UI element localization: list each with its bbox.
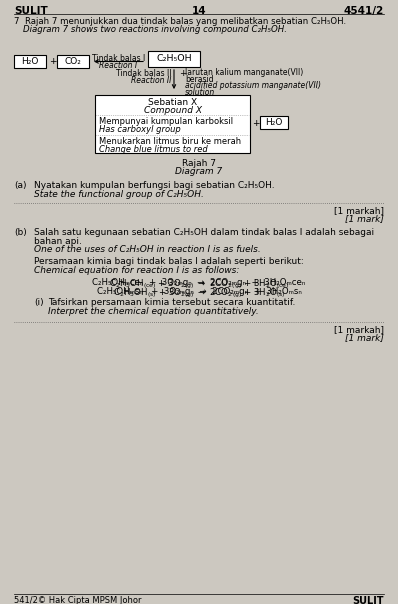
Text: 7  Rajah 7 menunjukkan dua tindak balas yang melibatkan sebatian C₂H₅OH.: 7 Rajah 7 menunjukkan dua tindak balas y… [14,17,346,26]
Text: larutan kalium manganate(VII): larutan kalium manganate(VII) [185,68,303,77]
Text: [1 markah]: [1 markah] [334,325,384,334]
Text: +: + [252,119,259,128]
Text: C$_2$H$_5$OH$_\mathrm{(ce)}$ + 3O$_2$$_\mathrm{(g)}$ $\rightarrow$ 2CO$_2$$_\mat: C$_2$H$_5$OH$_\mathrm{(ce)}$ + 3O$_2$$_\… [109,278,289,291]
Text: (b): (b) [14,228,27,237]
Text: 4541/2: 4541/2 [344,6,384,16]
Text: [1 mark]: [1 mark] [345,214,384,223]
Text: +: + [49,57,57,66]
FancyBboxPatch shape [95,95,250,153]
Text: (a): (a) [14,181,27,190]
Text: Has carboxyl group: Has carboxyl group [99,125,181,134]
Text: Salah satu kegunaan sebatian C₂H₅OH dalam tindak balas I adalah sebagai: Salah satu kegunaan sebatian C₂H₅OH dala… [34,228,374,237]
Text: Tafsirkan persamaan kimia tersebut secara kuantitatif.: Tafsirkan persamaan kimia tersebut secar… [48,298,295,307]
Text: H₂O: H₂O [265,118,283,127]
Text: C$_2$H$_5$OH$_\mathrm{(s)}$ + 3O$_2$$_\mathrm{(g)}$ $\rightarrow$ 2CO$_2$$_\math: C$_2$H$_5$OH$_\mathrm{(s)}$ + 3O$_2$$_\m… [113,287,285,300]
Text: One of the uses of C₂H₅OH in reaction I is as fuels.: One of the uses of C₂H₅OH in reaction I … [34,245,261,254]
Text: Menukarkan litmus biru ke merah: Menukarkan litmus biru ke merah [99,137,241,146]
Text: Tindak balas II: Tindak balas II [115,69,171,78]
Text: C₂H₅OH: C₂H₅OH [156,54,192,63]
Text: C₂H₅OHₘsₙ   +  3O₂ₘgₙ  →  2CO₂ₘgₙ  +  3H₂Oₘsₙ: C₂H₅OHₘsₙ + 3O₂ₘgₙ → 2CO₂ₘgₙ + 3H₂Oₘsₙ [97,287,301,296]
FancyBboxPatch shape [14,55,46,68]
Text: Sebatian X: Sebatian X [148,98,197,107]
Text: (i): (i) [34,298,44,307]
Text: H₂O: H₂O [21,57,39,66]
Text: bahan api.: bahan api. [34,237,82,246]
Text: [1 mark]: [1 mark] [345,333,384,342]
Text: berasid: berasid [185,75,214,84]
Text: CO₂: CO₂ [64,57,82,66]
Text: SULIT: SULIT [14,6,48,16]
FancyBboxPatch shape [260,116,288,129]
Text: Compound X: Compound X [144,106,201,115]
Text: +: + [179,69,187,78]
Text: Diagram 7: Diagram 7 [176,167,222,176]
Text: Persamaan kimia bagi tindak balas I adalah seperti berikut:: Persamaan kimia bagi tindak balas I adal… [34,257,304,266]
Text: Tindak balas I: Tindak balas I [92,54,145,63]
Text: acidified potassium manganate(VII): acidified potassium manganate(VII) [185,81,321,90]
Text: SULIT: SULIT [353,596,384,604]
Text: 541/2© Hak Cipta MPSM Johor: 541/2© Hak Cipta MPSM Johor [14,596,142,604]
Text: Nyatakan kumpulan berfungsi bagi sebatian C₂H₅OH.: Nyatakan kumpulan berfungsi bagi sebatia… [34,181,275,190]
Text: Rajah 7: Rajah 7 [182,159,216,168]
Text: 14: 14 [192,6,206,16]
Text: Reaction II: Reaction II [131,76,171,85]
Text: Mempunyai kumpulan karboksil: Mempunyai kumpulan karboksil [99,117,233,126]
FancyBboxPatch shape [148,51,200,67]
Text: Change blue litmus to red: Change blue litmus to red [99,145,208,154]
Text: State the functional group of C₂H₅OH.: State the functional group of C₂H₅OH. [34,190,204,199]
Text: C₂H₅OHₘceₙ  +  3O₂ₘgₙ  →  2CO₂ₘgₙ  +  3H₂Oₘceₙ: C₂H₅OHₘceₙ + 3O₂ₘgₙ → 2CO₂ₘgₙ + 3H₂Oₘceₙ [92,278,306,287]
Text: Diagram 7 shows two reactions involving compound C₂H₅OH.: Diagram 7 shows two reactions involving … [23,25,287,34]
Text: solution: solution [185,88,215,97]
Text: Chemical equation for reaction I is as follows:: Chemical equation for reaction I is as f… [34,266,239,275]
Text: [1 markah]: [1 markah] [334,206,384,215]
Text: Interpret the chemical equation quantitatively.: Interpret the chemical equation quantita… [48,307,259,316]
Text: Reaction I: Reaction I [100,61,138,70]
FancyBboxPatch shape [57,55,89,68]
